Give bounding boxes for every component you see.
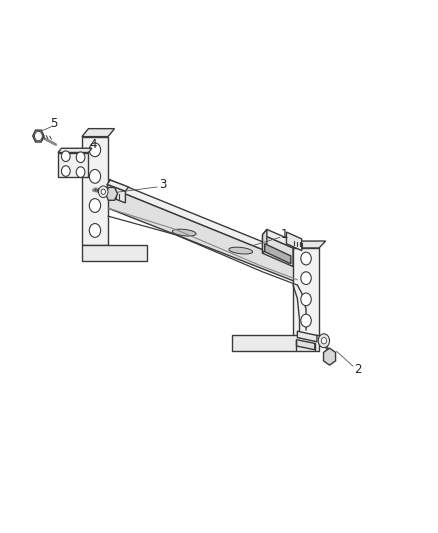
Circle shape — [101, 189, 106, 195]
Polygon shape — [262, 235, 293, 266]
Polygon shape — [262, 229, 267, 253]
Text: 4: 4 — [89, 138, 96, 151]
Polygon shape — [107, 180, 128, 191]
Circle shape — [89, 169, 101, 183]
Circle shape — [61, 151, 70, 161]
Text: 1: 1 — [280, 228, 288, 241]
Polygon shape — [107, 184, 125, 203]
Circle shape — [321, 337, 326, 344]
Circle shape — [301, 314, 311, 327]
Ellipse shape — [229, 247, 253, 254]
Circle shape — [35, 131, 42, 141]
Polygon shape — [293, 241, 325, 248]
Polygon shape — [108, 187, 297, 282]
Polygon shape — [82, 245, 147, 261]
Polygon shape — [58, 152, 88, 177]
Circle shape — [89, 143, 101, 157]
Circle shape — [301, 272, 311, 285]
Polygon shape — [324, 348, 336, 365]
Text: 2: 2 — [354, 364, 362, 376]
Circle shape — [99, 186, 108, 198]
Polygon shape — [108, 179, 297, 264]
Polygon shape — [232, 335, 319, 351]
Polygon shape — [293, 248, 319, 341]
Circle shape — [89, 223, 101, 237]
Circle shape — [89, 199, 101, 213]
Polygon shape — [82, 136, 108, 245]
Polygon shape — [262, 229, 297, 248]
Text: 3: 3 — [159, 178, 166, 191]
Polygon shape — [286, 232, 302, 251]
Polygon shape — [82, 128, 115, 136]
Circle shape — [61, 166, 70, 176]
Circle shape — [76, 152, 85, 163]
Text: 5: 5 — [50, 117, 57, 130]
Circle shape — [301, 252, 311, 265]
Polygon shape — [33, 130, 44, 142]
Polygon shape — [106, 188, 117, 200]
Polygon shape — [297, 331, 317, 342]
Polygon shape — [297, 340, 315, 350]
Circle shape — [301, 293, 311, 306]
Ellipse shape — [172, 229, 196, 236]
Circle shape — [318, 334, 329, 348]
Polygon shape — [58, 148, 92, 152]
Polygon shape — [265, 244, 291, 264]
Circle shape — [76, 167, 85, 177]
